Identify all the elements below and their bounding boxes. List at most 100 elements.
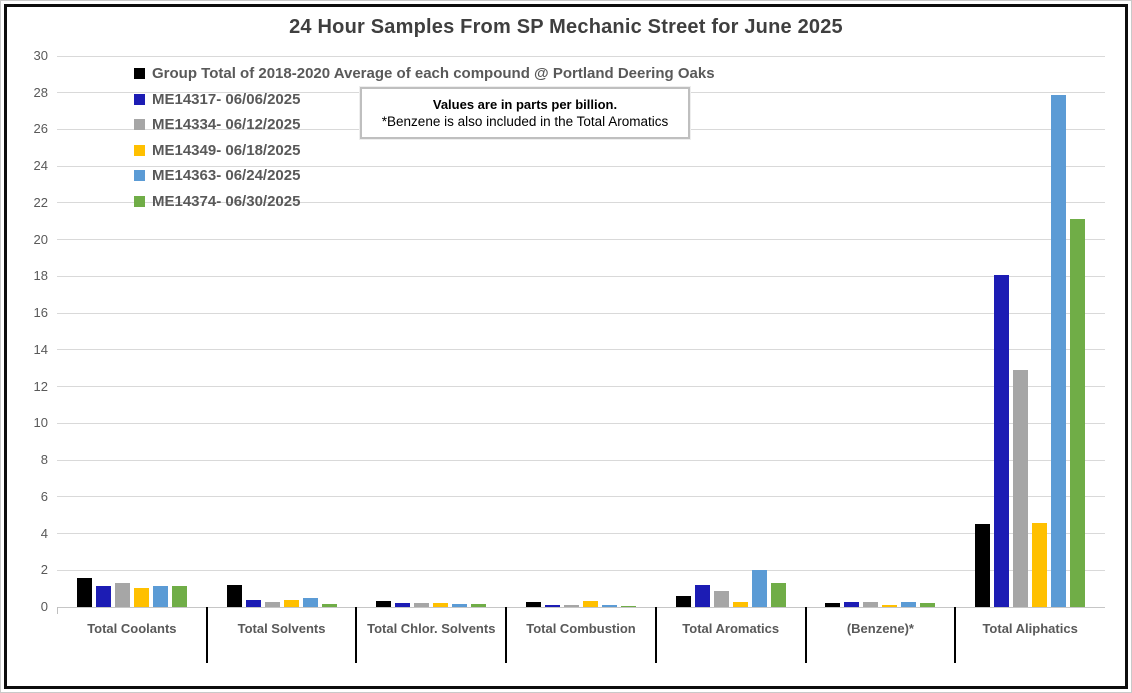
gridline-y-14: [57, 349, 1105, 351]
bar-series-0-cat-1: [226, 584, 242, 607]
legend-item-0: Group Total of 2018-2020 Average of each…: [134, 61, 715, 87]
gridline-y-24: [57, 165, 1105, 167]
note-line-1: Values are in parts per billion.: [432, 97, 618, 112]
y-axis-tick-label: 2: [40, 562, 48, 578]
gridline-y-16: [57, 312, 1105, 314]
bar-series-1-cat-4: [694, 584, 710, 607]
bar-series-5-cat-0: [171, 585, 187, 607]
y-axis-tick-label: 8: [40, 452, 48, 468]
legend-item-4: ME14363- 06/24/2025: [134, 163, 715, 189]
bar-series-4-cat-1: [302, 597, 318, 607]
bar-series-1-cat-1: [245, 599, 261, 607]
gridline-y-0: [57, 606, 1105, 608]
chart-title: 24 Hour Samples From SP Mechanic Street …: [289, 16, 843, 38]
category-separator: [205, 607, 208, 663]
bar-series-5-cat-1: [321, 604, 337, 607]
x-axis-category-label: Total Coolants: [87, 621, 177, 636]
y-axis-tick-label: 16: [33, 305, 48, 321]
bar-series-1-cat-6: [994, 274, 1010, 607]
gridline-y-30: [57, 55, 1105, 57]
bar-series-4-cat-3: [602, 605, 617, 607]
bar-series-3-cat-6: [1032, 522, 1048, 607]
bar-series-4-cat-4: [751, 570, 767, 607]
legend-label: ME14317- 06/06/2025: [152, 90, 301, 108]
bar-series-2-cat-0: [114, 583, 130, 607]
legend-swatch-icon: [134, 93, 145, 105]
category-separator: [954, 607, 957, 663]
y-axis-tick-label: 0: [40, 599, 48, 614]
legend-item-2: ME14334- 06/12/2025: [134, 112, 715, 138]
y-axis-tick-label: 22: [33, 194, 48, 210]
plot-area: 0 2 4 6 8 10 12 14 16 18 20 22 24 26 28 30 Total Coolant…: [34, 48, 1105, 663]
bar-series-4-cat-6: [1051, 94, 1067, 607]
bar-series-5-cat-2: [471, 604, 487, 607]
x-axis-category-label: Total Aromatics: [682, 621, 780, 636]
category-separator: [654, 607, 657, 663]
legend-label: ME14374- 06/30/2025: [152, 192, 301, 210]
legend-swatch-icon: [134, 144, 145, 156]
bar-series-2-cat-4: [713, 591, 729, 607]
bar-series-2-cat-5: [863, 602, 879, 607]
category-separator: [505, 607, 508, 663]
legend-swatch-icon: [134, 195, 145, 207]
y-axis-tick-label: 12: [33, 378, 48, 394]
y-axis-tick-label: 26: [33, 121, 48, 137]
x-axis-category-label: Total Aliphatics: [982, 621, 1078, 636]
gridline-y-8: [57, 459, 1105, 461]
bar-series-0-cat-5: [825, 603, 841, 607]
bar-series-0-cat-0: [76, 577, 92, 607]
bar-series-2-cat-3: [564, 605, 579, 607]
bar-series-1-cat-3: [545, 605, 560, 607]
x-axis-category-label: Total Chlor. Solvents: [367, 621, 496, 636]
category-separator: [804, 607, 807, 663]
bar-series-5-cat-6: [1070, 219, 1086, 607]
y-axis-tick-label: 24: [33, 158, 48, 174]
bar-series-1-cat-2: [395, 603, 411, 607]
legend-swatch-icon: [134, 68, 145, 80]
bar-series-4-cat-5: [901, 602, 917, 607]
bar-series-1-cat-5: [844, 602, 860, 607]
category-separator: [355, 607, 358, 663]
note-box: Values are in parts per billion. *Benzen…: [360, 87, 690, 139]
axis-edge-tick: [57, 607, 58, 614]
y-axis-tick-label: 28: [33, 84, 48, 100]
x-axis-category-label: Total Combustion: [526, 621, 636, 636]
y-axis-tick-label: 20: [33, 231, 48, 247]
legend-label: ME14363- 06/24/2025: [152, 167, 301, 185]
bar-series-0-cat-3: [526, 601, 541, 607]
bar-series-4-cat-0: [152, 585, 168, 607]
gridline-y-10: [57, 422, 1105, 424]
bar-series-3-cat-2: [433, 603, 449, 607]
bar-series-2-cat-6: [1013, 370, 1029, 607]
bar-series-2-cat-2: [414, 603, 430, 607]
bar-series-3-cat-0: [133, 587, 149, 607]
legend-label: Group Total of 2018-2020 Average of each…: [152, 65, 715, 83]
y-axis-tick-label: 4: [40, 525, 48, 541]
bar-series-4-cat-2: [452, 604, 468, 607]
legend-label: ME14349- 06/18/2025: [152, 141, 301, 159]
y-axis-tick-label: 6: [40, 488, 48, 504]
chart-legend: Group Total of 2018-2020 Average of each…: [134, 61, 715, 214]
bar-series-0-cat-6: [975, 524, 991, 607]
bar-series-3-cat-1: [283, 599, 299, 607]
gridline-y-20: [57, 239, 1105, 241]
gridline-y-18: [57, 275, 1105, 277]
gridline-y-2: [57, 569, 1105, 571]
gridline-y-12: [57, 386, 1105, 388]
gridline-y-22: [57, 202, 1105, 204]
bar-series-5-cat-5: [920, 603, 936, 607]
y-axis-tick-label: 30: [33, 48, 48, 63]
x-axis-category-label: Total Solvents: [237, 621, 326, 636]
y-axis-tick-label: 18: [33, 268, 48, 284]
legend-swatch-icon: [134, 119, 145, 131]
legend-item-3: ME14349- 06/18/2025: [134, 138, 715, 164]
legend-label: ME14334- 06/12/2025: [152, 116, 301, 134]
note-line-2: *Benzene is also included in the Total A…: [381, 114, 669, 129]
gridline-y-4: [57, 533, 1105, 535]
bar-series-1-cat-0: [95, 585, 111, 607]
bar-series-3-cat-5: [882, 605, 898, 607]
legend-swatch-icon: [134, 170, 145, 182]
y-axis-tick-label: 10: [33, 415, 48, 431]
gridline-y-6: [57, 496, 1105, 498]
